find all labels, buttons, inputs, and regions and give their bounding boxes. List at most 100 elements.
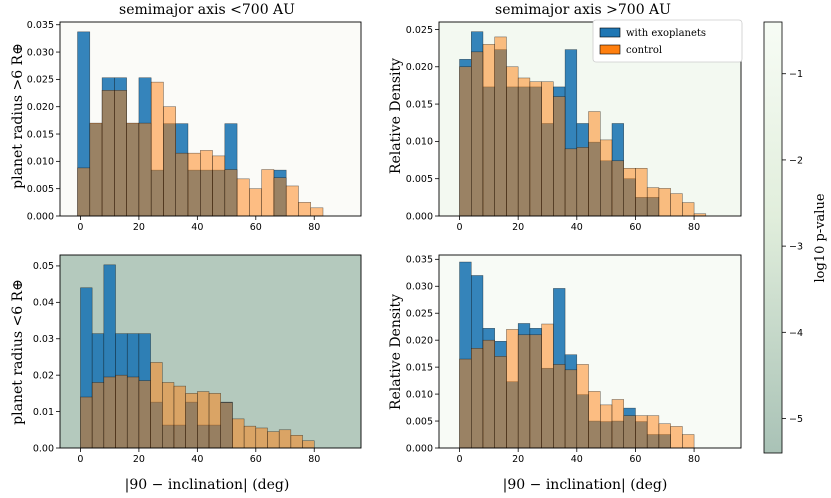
bar-control-6 — [529, 81, 542, 217]
ytick-label: 0.025 — [406, 25, 433, 36]
legend: with exoplanets control — [592, 19, 743, 63]
ytick-label: 0.030 — [406, 282, 433, 293]
bar-control-13 — [236, 178, 250, 217]
bar-control-10 — [197, 391, 210, 449]
xtick-label: 20 — [133, 454, 145, 465]
colorbar-ticks: −1 −2 −3 −4 −5 — [782, 69, 803, 425]
bar-control-18 — [290, 435, 303, 449]
bar-control-0 — [459, 358, 472, 449]
colorbar-tick-label: −5 — [789, 414, 803, 425]
colorbar-tick-label: −3 — [789, 242, 803, 253]
ytick-label: 0.005 — [27, 184, 54, 195]
ytick-label: 0.000 — [406, 211, 433, 222]
xlabel-right: |90 − inclination| (deg) — [503, 477, 668, 493]
xtick-label: 80 — [688, 222, 700, 233]
bar-control-3 — [494, 356, 507, 449]
xtick-label: 80 — [308, 222, 320, 233]
bar-control-12 — [224, 169, 238, 217]
ytick-label: 0.010 — [27, 157, 54, 168]
ytick-label: 0.000 — [27, 211, 54, 222]
xtick-label: 80 — [688, 454, 700, 465]
xtick-label: 40 — [571, 454, 583, 465]
legend-swatch-control — [599, 44, 621, 55]
bar-control-14 — [623, 167, 636, 217]
bar-control-4 — [506, 329, 519, 449]
title-right: semimajor axis >700 AU — [495, 2, 671, 18]
bar-control-15 — [635, 415, 648, 449]
xtick-label: 20 — [512, 222, 524, 233]
bar-control-6 — [150, 81, 164, 217]
bar-control-4 — [126, 122, 140, 217]
axes-frame — [59, 254, 362, 449]
bar-control-6 — [529, 334, 542, 449]
xtick-label: 20 — [512, 454, 524, 465]
ytick-label: 0.035 — [406, 255, 433, 266]
bar-control-7 — [162, 382, 175, 449]
bar-control-1 — [91, 382, 105, 449]
bar-control-2 — [103, 376, 116, 449]
bar-control-5 — [138, 122, 152, 217]
bar-control-18 — [670, 193, 683, 217]
bar-control-12 — [220, 402, 233, 449]
colorbar-label: log10 p-value — [813, 193, 828, 282]
xtick-label: 40 — [191, 454, 203, 465]
ytick-label: 0.005 — [406, 416, 433, 427]
bar-control-5 — [517, 334, 531, 449]
ytick-label: 0.01 — [33, 407, 54, 418]
bar-control-11 — [588, 391, 601, 449]
bar-control-15 — [255, 427, 268, 449]
bar-control-14 — [243, 425, 257, 449]
bar-control-0 — [77, 167, 91, 217]
bar-control-2 — [482, 339, 495, 449]
xtick-label: 0 — [457, 222, 463, 233]
bar-control-1 — [89, 122, 103, 217]
bar-control-9 — [564, 369, 578, 449]
ylabel-top-right: Relative Density — [388, 58, 404, 174]
bar-control-10 — [576, 147, 589, 217]
bar-control-14 — [623, 415, 636, 449]
bar-control-8 — [553, 364, 566, 449]
bar-control-8 — [553, 96, 566, 217]
bar-control-19 — [310, 207, 324, 217]
bar-control-4 — [506, 66, 519, 217]
bar-control-16 — [273, 177, 287, 217]
xtick-label: 40 — [571, 222, 583, 233]
ytick-label: 0.035 — [27, 20, 54, 31]
legend-label-control: control — [626, 45, 662, 56]
ylabel-top-left: planet radius >6 R⊕ — [10, 43, 26, 189]
bar-control-13 — [232, 418, 245, 449]
bar-control-17 — [278, 429, 292, 449]
bar-control-15 — [261, 169, 275, 217]
bar-control-16 — [267, 431, 280, 449]
bars — [459, 261, 695, 449]
bar-control-17 — [285, 185, 299, 217]
bar-control-8 — [173, 385, 186, 449]
bar-control-6 — [150, 362, 163, 449]
bar-control-9 — [187, 152, 201, 217]
ytick-label: 0.025 — [406, 309, 433, 320]
bar-control-14 — [249, 188, 262, 217]
bar-control-18 — [298, 202, 311, 217]
xtick-label: 20 — [133, 222, 145, 233]
xtick-label: 60 — [629, 222, 641, 233]
bar-control-13 — [611, 160, 624, 217]
bar-control-11 — [588, 111, 601, 217]
title-left: semimajor axis <700 AU — [119, 2, 295, 18]
bar-control-5 — [517, 77, 531, 217]
colorbar-tick-label: −1 — [789, 69, 803, 80]
xtick-label: 40 — [191, 222, 203, 233]
ytick-label: 0.015 — [27, 129, 54, 140]
bar-control-18 — [670, 426, 683, 449]
bar-control-8 — [175, 152, 189, 217]
colorbar-gradient — [763, 21, 783, 454]
bar-control-12 — [600, 404, 613, 449]
ytick-label: 0.030 — [27, 47, 54, 58]
colorbar-tick-label: −4 — [789, 328, 803, 339]
ytick-label: 0.04 — [33, 298, 54, 309]
ytick-label: 0.020 — [406, 62, 433, 73]
bar-control-1 — [471, 348, 484, 449]
ytick-label: 0.00 — [33, 443, 54, 454]
bar-control-19 — [682, 202, 695, 217]
bar-control-10 — [576, 364, 589, 449]
